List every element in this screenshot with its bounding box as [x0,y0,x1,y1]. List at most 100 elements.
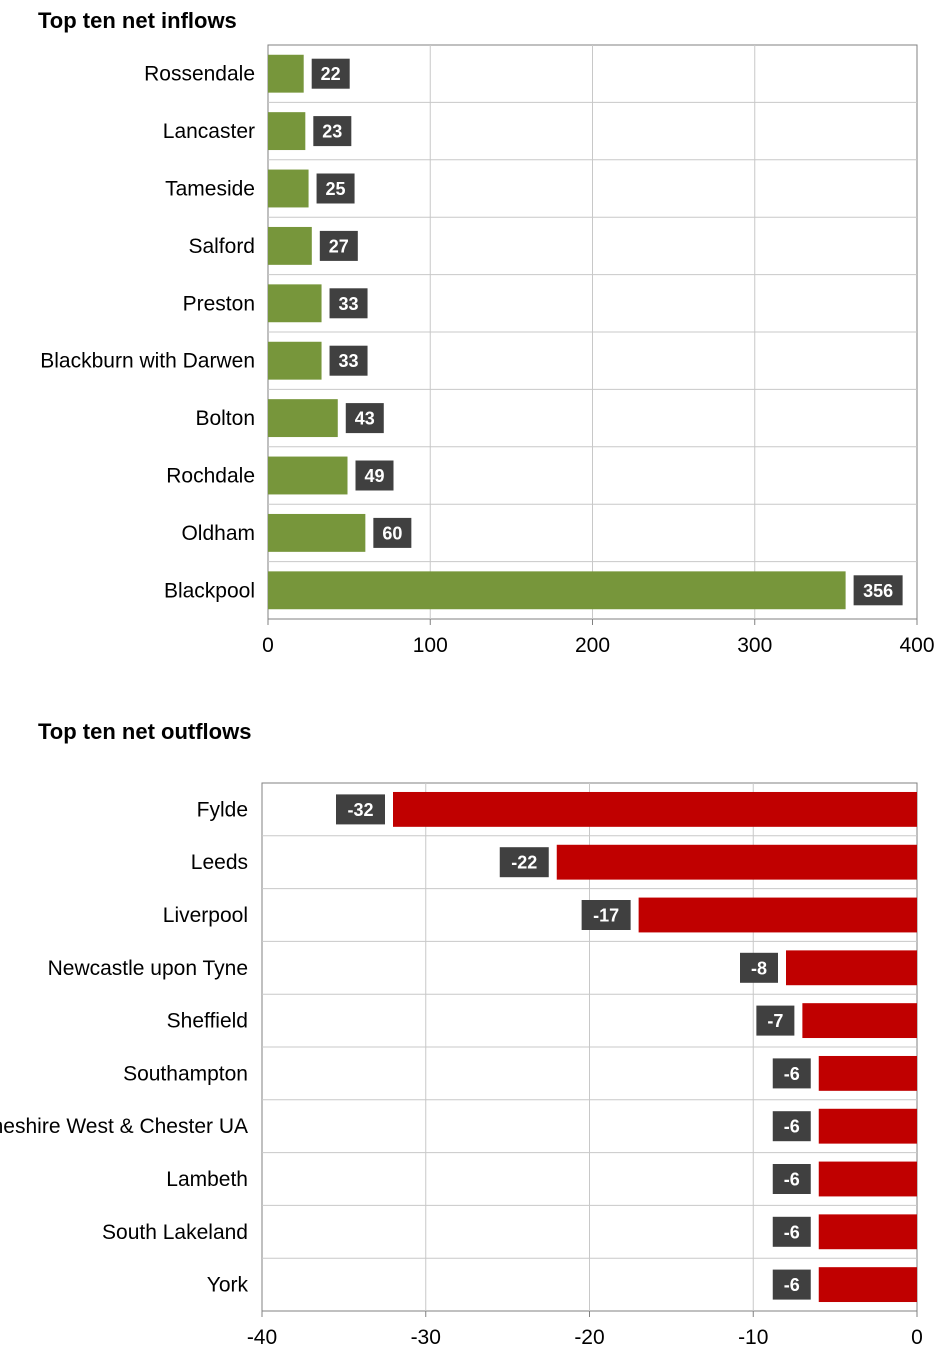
data-label: -8 [740,952,778,983]
bar [638,897,917,933]
data-label-text: 22 [321,64,341,84]
x-tick-label: 0 [262,634,274,657]
bar [268,169,309,208]
data-label: 22 [311,58,350,89]
bar [268,226,312,265]
data-label: 25 [316,173,355,204]
data-label-text: 27 [329,236,349,256]
data-label: 43 [345,403,384,434]
data-label-text: 60 [382,523,402,543]
data-label-text: -6 [784,1117,800,1137]
data-label-background [772,1058,811,1089]
data-label: 33 [329,345,368,376]
data-label-background [329,345,368,376]
data-label-background [373,517,412,548]
data-label-text: 49 [364,466,384,486]
data-label-text: 25 [326,179,346,199]
bar [268,399,338,438]
x-tick-label: 200 [575,634,610,657]
data-label-text: 33 [339,294,359,314]
bar [818,1214,917,1250]
data-label: -7 [756,1005,795,1036]
data-label: 60 [373,517,412,548]
data-label: -6 [772,1058,811,1089]
data-label-text: -6 [784,1064,800,1084]
bar [268,54,304,93]
data-label: 27 [319,230,358,261]
category-label: Preston [183,292,255,315]
data-label: -6 [772,1111,811,1142]
x-tick-label: -20 [574,1326,604,1349]
data-label-text: -8 [751,958,767,978]
x-tick-label: 300 [737,634,772,657]
x-tick-label: 0 [911,1326,923,1349]
data-label-background [772,1111,811,1142]
data-label-text: -17 [593,906,619,926]
data-label: 23 [313,116,352,147]
data-label-background [311,58,350,89]
x-tick-label: 100 [413,634,448,657]
bar [268,456,348,495]
bar [393,791,917,827]
data-label-background [756,1005,795,1036]
bar [818,1267,917,1303]
data-label: 49 [355,460,394,491]
category-label: Rossendale [144,63,255,86]
data-label-background [329,288,368,319]
data-label-text: 33 [339,351,359,371]
category-label: Sheffield [167,1010,248,1033]
category-label: Cheshire West & Chester UA [0,1115,248,1138]
category-label: Tameside [165,178,255,201]
bar [268,112,306,151]
data-label: -6 [772,1269,811,1300]
bar [802,1003,917,1039]
category-label: Oldham [181,522,255,545]
x-tick-label: -40 [247,1326,277,1349]
data-label-background [853,575,903,606]
category-label: Liverpool [163,904,248,927]
data-label: 33 [329,288,368,319]
data-label: 356 [853,575,903,606]
bar [268,571,846,610]
category-label: Blackburn with Darwen [40,350,255,373]
x-tick-label: 400 [899,634,934,657]
inflows-bar-chart: 0 100 200 300 400 Rossendale 22 Lancaster 23 Tame… [40,44,935,657]
bar [268,341,322,380]
data-label-text: 23 [322,122,342,142]
bar [818,1108,917,1144]
data-label-background [581,900,631,930]
data-label-text: 43 [355,409,375,429]
bar [268,284,322,323]
data-label-background [313,116,352,147]
data-label-background [316,173,355,204]
inflows-chart-title: Top ten net inflows [38,8,237,33]
data-label-background [499,847,549,878]
category-label: Bolton [195,407,255,430]
bar [786,950,917,986]
data-label: -32 [336,794,385,825]
bar [818,1161,917,1197]
x-tick-label: -30 [411,1326,441,1349]
data-label-text: -7 [767,1011,783,1031]
data-label: -6 [772,1216,811,1247]
category-label: York [207,1274,249,1297]
data-label-text: -22 [511,853,537,873]
data-label-background [772,1269,811,1300]
data-label-text: -6 [784,1170,800,1190]
data-label-text: -6 [784,1275,800,1295]
data-label-background [355,460,394,491]
data-label-background [336,794,385,825]
category-label: Rochdale [166,465,255,488]
x-tick-label: -10 [738,1326,768,1349]
data-label-text: -32 [347,800,373,820]
category-label: Blackpool [164,579,255,602]
data-label-text: -6 [784,1222,800,1242]
data-label: -22 [499,847,549,878]
bar [818,1055,917,1091]
category-label: Lambeth [166,1168,248,1191]
outflows-chart-title: Top ten net outflows [38,719,252,744]
data-label-text: 356 [863,581,893,601]
category-label: Southampton [123,1062,248,1085]
category-label: South Lakeland [102,1221,248,1244]
